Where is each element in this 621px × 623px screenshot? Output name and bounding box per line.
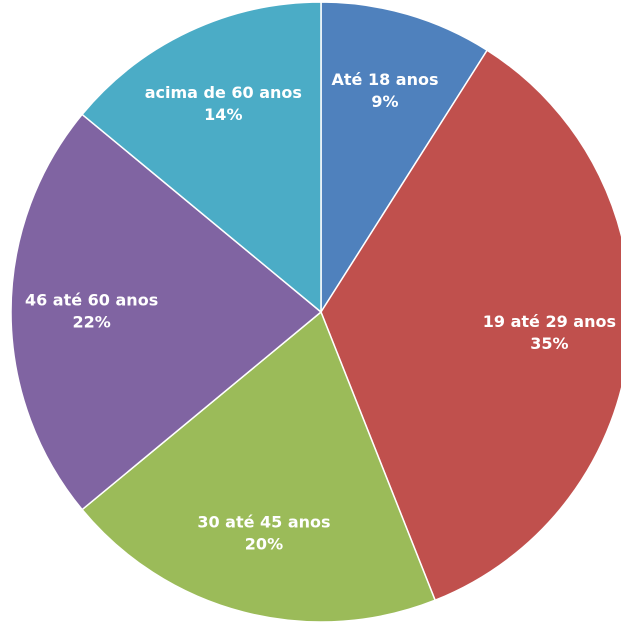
pie-slice xyxy=(81,1,322,314)
slice-value-label: 22% xyxy=(72,313,110,332)
slice-label: 46 até 60 anos xyxy=(25,291,158,310)
pie-slice xyxy=(320,1,489,315)
pie-slice xyxy=(81,310,437,623)
pie-slice xyxy=(320,49,621,602)
slice-value-label: 14% xyxy=(204,105,242,124)
slice-value-label: 9% xyxy=(371,92,398,111)
pie-slice xyxy=(10,113,323,511)
slice-value-label: 35% xyxy=(530,334,568,353)
slice-label: acima de 60 anos xyxy=(145,83,302,102)
slice-label: 19 até 29 anos xyxy=(483,312,616,331)
slice-label: Até 18 anos xyxy=(332,70,439,89)
slice-label: 30 até 45 anos xyxy=(197,513,330,532)
slice-value-label: 20% xyxy=(245,535,283,554)
